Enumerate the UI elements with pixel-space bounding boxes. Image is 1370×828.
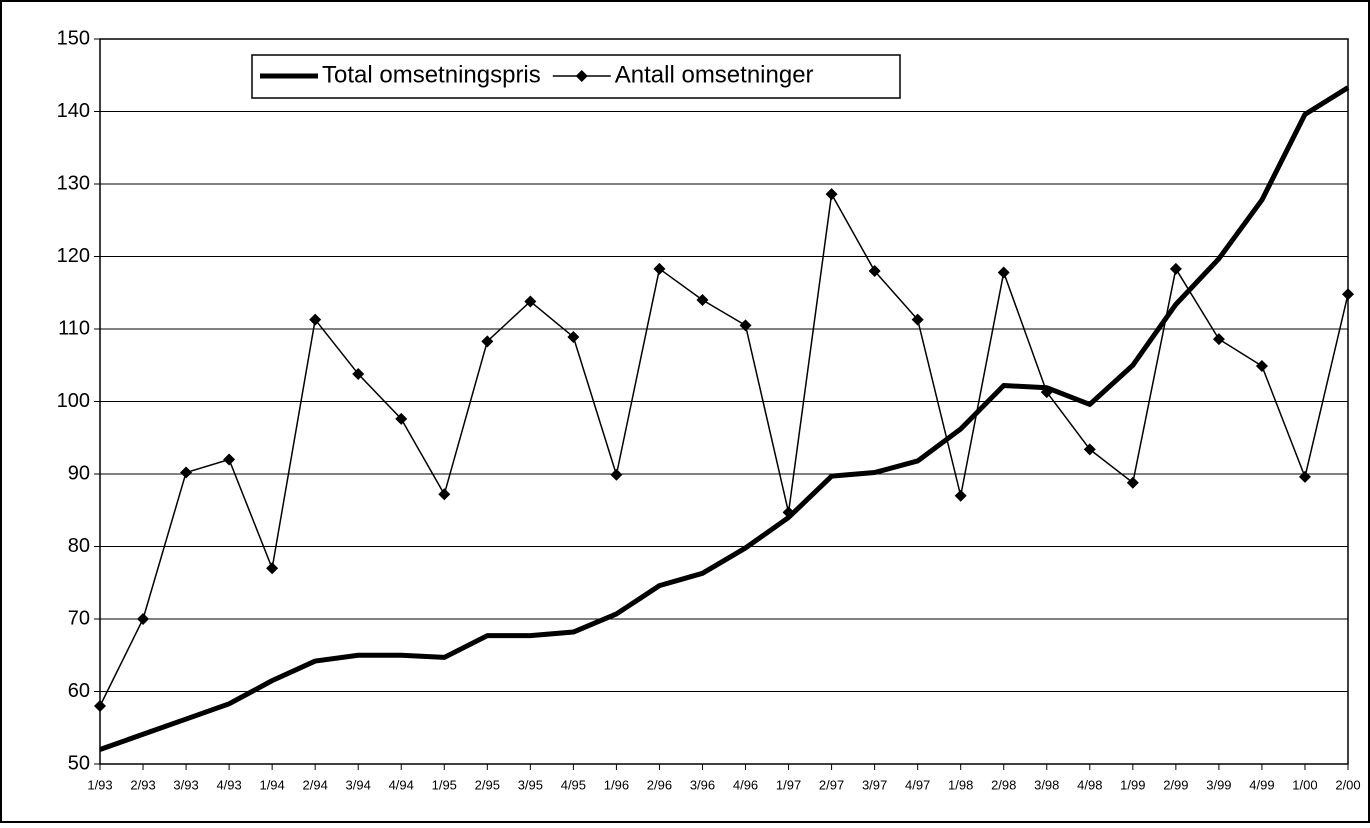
- y-tick-label: 110: [58, 317, 90, 339]
- data-point: [1298, 470, 1311, 483]
- data-point: [438, 488, 451, 501]
- data-point: [1083, 443, 1096, 456]
- data-point: [524, 295, 537, 308]
- data-point: [1342, 288, 1354, 301]
- data-point: [610, 468, 623, 481]
- x-tick-label: 4/93: [216, 777, 241, 792]
- data-point: [911, 313, 924, 326]
- series-line: [99, 85, 1350, 752]
- data-point: [94, 700, 106, 712]
- data-point: [1126, 476, 1139, 489]
- data-point: [696, 294, 709, 306]
- data-point: [782, 506, 795, 519]
- x-tick-label: 2/95: [475, 777, 500, 792]
- data-point: [997, 266, 1010, 279]
- x-tick-label: 1/98: [948, 777, 973, 792]
- data-point: [395, 412, 408, 425]
- data-point: [309, 313, 322, 326]
- data-point: [825, 188, 838, 201]
- y-tick-label: 100: [57, 390, 90, 412]
- data-point: [266, 562, 279, 575]
- data-point: [137, 613, 150, 625]
- x-tick-label: 2/00: [1335, 777, 1360, 792]
- x-tick-label: 2/97: [819, 777, 844, 792]
- x-tick-label: 1/94: [259, 777, 284, 792]
- y-tick-label: 130: [57, 172, 90, 194]
- plot-area: [99, 38, 1349, 765]
- x-tick-label: 2/99: [1163, 777, 1188, 792]
- x-tick-label: 3/93: [173, 777, 198, 792]
- y-tick-label: 90: [68, 462, 90, 484]
- y-tick-label: 60: [68, 680, 90, 702]
- x-tick-label: 3/98: [1034, 777, 1059, 792]
- legend-marker: [575, 70, 588, 82]
- data-point: [868, 265, 881, 277]
- y-tick-label: 120: [57, 245, 90, 267]
- data-point: [567, 330, 580, 343]
- x-tick-label: 1/95: [432, 777, 457, 792]
- x-tick-label: 3/96: [690, 777, 715, 792]
- x-tick-label: 1/96: [604, 777, 629, 792]
- x-tick-label: 1/99: [1120, 777, 1145, 792]
- data-point: [223, 453, 236, 466]
- data-point: [1169, 262, 1182, 275]
- x-tick-label: 4/96: [733, 777, 758, 792]
- y-tick-label: 150: [57, 27, 90, 49]
- x-tick-label: 3/95: [518, 777, 543, 792]
- y-tick-label: 70: [68, 607, 90, 629]
- x-tick-label: 3/99: [1206, 777, 1231, 792]
- x-tick-label: 4/98: [1077, 777, 1102, 792]
- x-tick-label: 2/93: [130, 777, 155, 792]
- x-tick-label: 2/98: [991, 777, 1016, 792]
- legend-label: Total omsetningspris: [322, 61, 541, 88]
- series-line: [99, 193, 1349, 707]
- x-tick-label: 4/97: [905, 777, 930, 792]
- data-point: [180, 466, 193, 479]
- y-tick-label: 140: [57, 100, 90, 122]
- data-point: [1255, 359, 1268, 372]
- x-tick-label: 4/94: [389, 777, 414, 792]
- data-point: [1212, 333, 1225, 346]
- x-tick-label: 2/96: [647, 777, 672, 792]
- x-tick-label: 3/94: [346, 777, 371, 792]
- x-tick-label: 4/99: [1249, 777, 1274, 792]
- data-point: [954, 489, 967, 502]
- y-tick-label: 80: [68, 535, 90, 557]
- data-point: [653, 262, 666, 275]
- x-tick-label: 2/94: [303, 777, 328, 792]
- data-point: [352, 367, 365, 380]
- x-tick-label: 1/00: [1292, 777, 1317, 792]
- x-tick-label: 1/97: [776, 777, 801, 792]
- data-point: [739, 319, 752, 332]
- data-point: [1040, 386, 1053, 399]
- x-tick-label: 3/97: [862, 777, 887, 792]
- data-point: [481, 335, 494, 348]
- x-tick-label: 4/95: [561, 777, 586, 792]
- x-tick-label: 1/93: [87, 777, 112, 792]
- legend-label: Antall omsetninger: [615, 61, 814, 88]
- y-tick-label: 50: [68, 752, 90, 774]
